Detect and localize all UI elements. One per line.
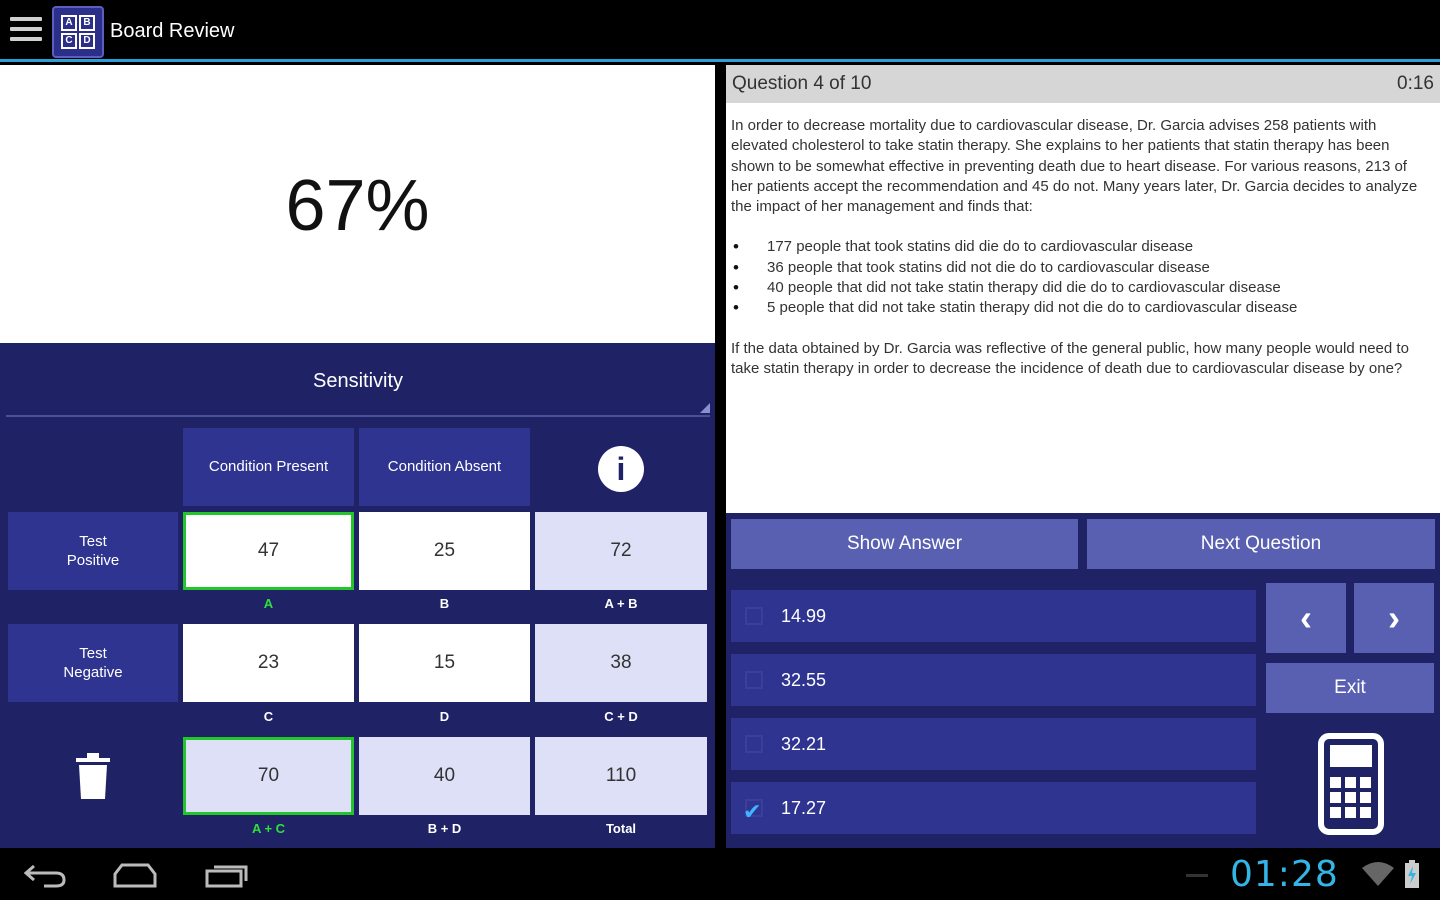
question-text: In order to decrease mortality due to ca… — [726, 103, 1440, 513]
action-bar: A B C D Board Review — [0, 0, 1440, 62]
calculation-type-dropdown[interactable]: Sensitivity — [6, 363, 710, 417]
back-icon[interactable] — [24, 862, 68, 888]
answer-choice[interactable]: ✔ 17.27 — [731, 782, 1256, 834]
answer-label: 17.27 — [781, 798, 827, 818]
question-intro: In order to decrease mortality due to ca… — [731, 117, 1418, 216]
cell-sub-label: B + D — [427, 821, 462, 836]
trash-icon[interactable] — [76, 753, 110, 799]
row-label-line: Negative — [63, 664, 123, 681]
question-timer: 0:16 — [1397, 73, 1434, 94]
result-panel: 67% — [0, 65, 715, 343]
calculator-icon[interactable] — [1318, 733, 1384, 835]
app-title: Board Review — [110, 20, 235, 42]
status-clock: 01:28 — [1230, 854, 1339, 895]
cell-a-plus-c: 70 — [183, 737, 354, 815]
answer-label: 32.21 — [781, 734, 827, 754]
result-percent: 67% — [285, 166, 430, 246]
notification-dash-icon — [1186, 874, 1208, 877]
answer-choice[interactable]: 32.21 — [731, 718, 1256, 770]
cell-total: 110 — [535, 737, 707, 815]
list-item: 36 people that took statins did not die … — [731, 258, 1432, 279]
previous-button[interactable]: ‹ — [1266, 583, 1346, 653]
home-icon[interactable] — [112, 862, 158, 888]
question-counter: Question 4 of 10 — [732, 73, 872, 94]
info-icon[interactable]: i — [598, 446, 644, 492]
checkbox[interactable] — [745, 671, 763, 689]
question-prompt: If the data obtained by Dr. Garcia was r… — [731, 339, 1409, 377]
cell-sub-label: C — [263, 709, 274, 724]
calculation-type-label: Sensitivity — [312, 370, 404, 392]
menu-icon[interactable] — [10, 17, 42, 45]
checkbox[interactable] — [745, 607, 763, 625]
calculator-panel: Sensitivity Condition Present Condition … — [0, 343, 715, 848]
next-question-button[interactable]: Next Question — [1087, 519, 1435, 569]
dropdown-corner-icon — [700, 403, 710, 413]
cell-b-plus-d: 40 — [359, 737, 530, 815]
panel-divider — [715, 65, 726, 848]
recent-apps-icon[interactable] — [204, 862, 250, 888]
row-label-line: Test — [79, 533, 107, 550]
cell-sub-label: C + D — [604, 709, 638, 724]
answer-panel: Show Answer Next Question 14.99 32.55 32… — [726, 513, 1440, 848]
battery-icon — [1405, 860, 1419, 888]
row-label-line: Positive — [66, 552, 120, 569]
checkbox[interactable] — [745, 735, 763, 753]
cell-sub-label: Total — [605, 821, 637, 836]
list-item: 5 people that did not take statin therap… — [731, 298, 1432, 319]
header-condition-present: Condition Present — [183, 428, 354, 506]
checkmark-icon: ✔ — [743, 799, 762, 824]
cell-a-input[interactable]: 47 — [183, 512, 354, 590]
answer-choice[interactable]: 14.99 — [731, 590, 1256, 642]
question-header: Question 4 of 10 0:16 — [726, 65, 1440, 103]
cell-sub-label: A — [263, 596, 274, 611]
answer-label: 32.55 — [781, 670, 827, 690]
cell-sub-label: A + B — [604, 596, 638, 611]
cell-sub-label: B — [439, 596, 450, 611]
list-item: 40 people that did not take statin thera… — [731, 278, 1432, 299]
question-bullets: 177 people that took statins did die do … — [731, 237, 1432, 318]
show-answer-button[interactable]: Show Answer — [731, 519, 1078, 569]
cell-c-input[interactable]: 23 — [183, 624, 354, 702]
list-item: 177 people that took statins did die do … — [731, 237, 1432, 258]
cell-a-plus-b: 72 — [535, 512, 707, 590]
checkbox[interactable] — [745, 799, 763, 817]
row-label-test-positive: Test Positive — [8, 512, 178, 590]
cell-b-input[interactable]: 25 — [359, 512, 530, 590]
answer-choice[interactable]: 32.55 — [731, 654, 1256, 706]
wifi-icon — [1362, 862, 1394, 886]
row-label-line: Test — [79, 645, 107, 662]
cell-sub-label: A + C — [251, 821, 286, 836]
cell-c-plus-d: 38 — [535, 624, 707, 702]
cell-d-input[interactable]: 15 — [359, 624, 530, 702]
cell-sub-label: D — [439, 709, 450, 724]
next-button[interactable]: › — [1354, 583, 1434, 653]
system-nav-bar: 01:28 — [0, 848, 1440, 900]
row-label-test-negative: Test Negative — [8, 624, 178, 702]
exit-button[interactable]: Exit — [1266, 663, 1434, 713]
app-logo-icon[interactable]: A B C D — [52, 6, 104, 58]
answer-label: 14.99 — [781, 606, 827, 626]
header-condition-absent: Condition Absent — [359, 428, 530, 506]
